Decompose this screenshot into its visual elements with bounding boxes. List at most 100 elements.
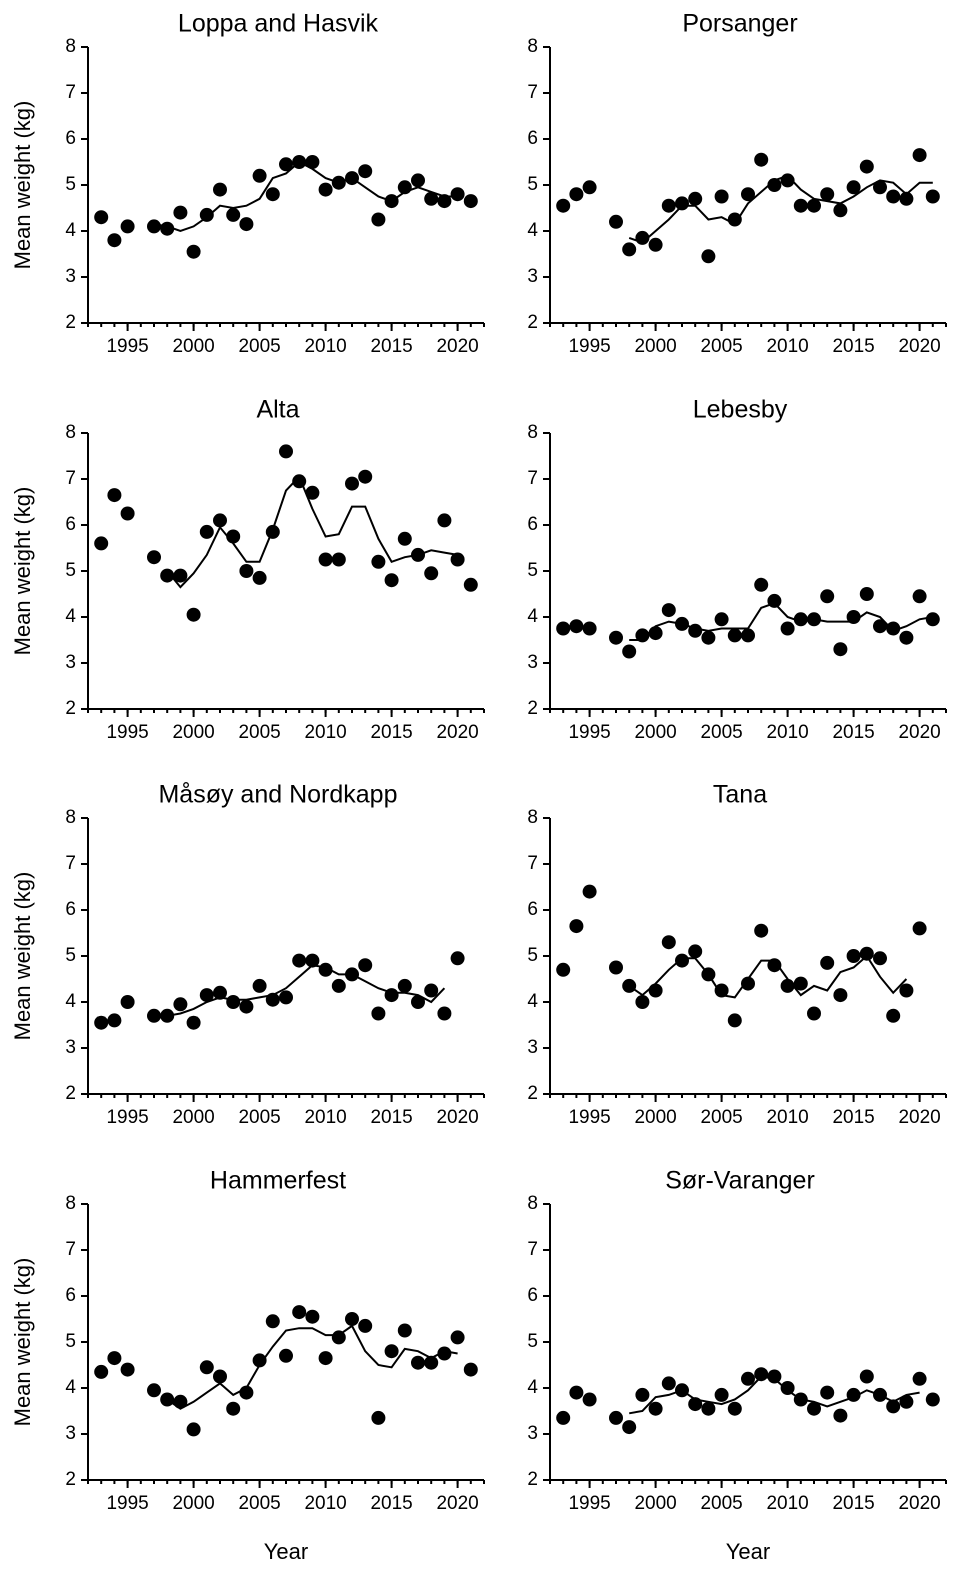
panel-title: Sør-Varanger	[665, 1167, 815, 1195]
data-point	[556, 962, 571, 977]
data-point	[226, 1401, 241, 1416]
data-point	[741, 628, 755, 643]
y-tick-label: 7	[527, 82, 538, 103]
data-point	[569, 1385, 584, 1400]
data-point	[846, 180, 861, 195]
data-point	[450, 1330, 465, 1345]
x-tick-label: 2000	[634, 336, 676, 357]
data-point	[226, 207, 241, 222]
data-point	[714, 1387, 729, 1402]
data-point	[912, 921, 927, 936]
data-point	[120, 506, 135, 521]
y-tick-label: 8	[527, 36, 538, 57]
x-tick-label: 2010	[304, 722, 346, 743]
x-tick-label: 1995	[106, 722, 148, 743]
data-point	[411, 995, 425, 1009]
x-tick-label: 2000	[172, 722, 214, 743]
data-point	[741, 976, 755, 991]
data-point	[437, 194, 452, 209]
data-point	[226, 995, 241, 1009]
data-point	[780, 1381, 795, 1395]
data-point	[424, 983, 439, 998]
data-point	[846, 949, 861, 963]
data-point	[450, 951, 465, 966]
data-point	[371, 554, 386, 569]
y-tick-label: 5	[527, 945, 538, 966]
x-axis-label: Year	[264, 1539, 308, 1564]
data-point	[741, 187, 755, 202]
trend-line	[166, 474, 458, 589]
y-tick-label: 5	[65, 945, 76, 966]
data-point	[331, 552, 346, 567]
data-point	[873, 619, 887, 634]
data-point	[252, 168, 267, 183]
trend-line	[153, 160, 458, 233]
y-tick-label: 3	[65, 266, 76, 287]
data-point	[160, 568, 175, 583]
data-point	[767, 178, 782, 192]
panel-title: Porsanger	[682, 10, 797, 38]
x-tick-label: 1995	[568, 1493, 610, 1514]
data-point	[582, 621, 597, 636]
y-tick-label: 5	[65, 174, 76, 195]
data-point	[424, 191, 439, 206]
y-axis-label: Mean weight (kg)	[10, 1258, 35, 1427]
trend-line	[628, 174, 933, 244]
data-point	[345, 476, 359, 491]
data-point	[345, 1312, 359, 1326]
data-point	[147, 1008, 161, 1023]
data-point	[622, 1420, 637, 1435]
data-point	[833, 203, 848, 218]
data-point	[675, 953, 689, 968]
data-point	[199, 1360, 214, 1375]
data-point	[292, 1305, 307, 1320]
y-tick-label: 3	[65, 1037, 76, 1058]
data-point	[820, 589, 835, 604]
y-tick-label: 4	[527, 220, 538, 241]
y-tick-label: 5	[65, 560, 76, 581]
y-tick-label: 7	[65, 82, 76, 103]
data-point	[635, 1387, 650, 1402]
data-point	[859, 946, 874, 961]
y-tick-label: 3	[527, 266, 538, 287]
y-tick-label: 3	[527, 652, 538, 673]
x-tick-label: 2020	[898, 1493, 940, 1514]
y-tick-label: 8	[527, 807, 538, 828]
data-point	[820, 955, 835, 970]
data-point	[305, 1309, 320, 1324]
data-point	[899, 191, 914, 206]
data-point	[199, 524, 214, 539]
data-point	[186, 244, 201, 259]
y-tick-label: 4	[65, 1377, 76, 1398]
data-point	[279, 157, 293, 172]
data-point	[780, 621, 795, 636]
data-point	[569, 619, 584, 634]
trend-line	[629, 1375, 920, 1415]
x-tick-label: 2020	[436, 1493, 478, 1514]
x-tick-label: 2020	[898, 1107, 940, 1128]
x-tick-label: 2005	[700, 1107, 742, 1128]
data-point	[635, 995, 650, 1009]
data-point	[807, 1401, 821, 1416]
data-point	[635, 628, 650, 643]
x-tick-label: 2015	[832, 336, 874, 357]
y-tick-label: 6	[65, 128, 76, 149]
y-tick-label: 4	[527, 606, 538, 627]
data-point	[450, 552, 465, 567]
data-point	[463, 577, 478, 592]
x-tick-label: 2010	[304, 1493, 346, 1514]
data-point	[450, 187, 465, 202]
data-point	[925, 1392, 940, 1407]
data-point	[252, 570, 267, 585]
x-tick-label: 2020	[898, 722, 940, 743]
y-tick-label: 6	[65, 514, 76, 535]
data-point	[265, 1314, 280, 1329]
data-point	[411, 173, 425, 188]
y-tick-label: 8	[65, 807, 76, 828]
y-tick-label: 8	[527, 422, 538, 443]
data-point	[358, 469, 373, 484]
data-point	[239, 564, 254, 578]
data-point	[371, 1410, 386, 1425]
data-point	[925, 612, 940, 627]
data-point	[820, 1385, 835, 1400]
